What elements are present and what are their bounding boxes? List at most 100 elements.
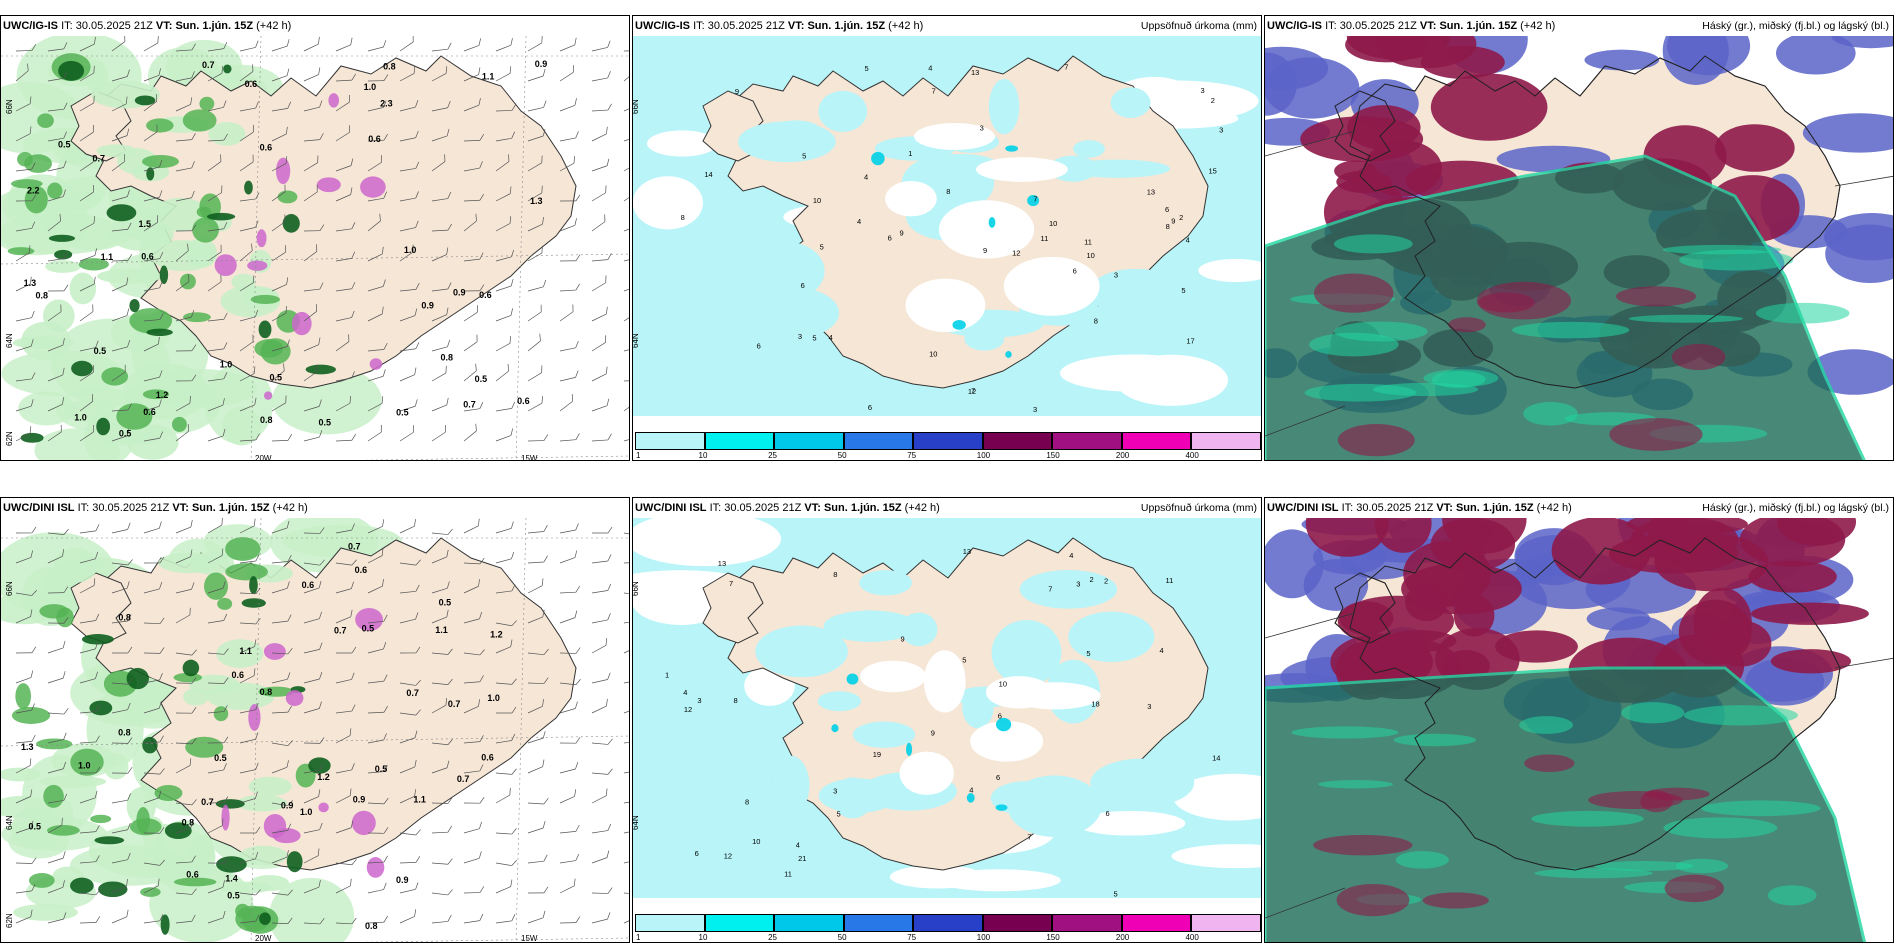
wind-barb	[271, 339, 290, 352]
high-cloud-area	[1337, 424, 1415, 457]
wind-barb-flag	[255, 101, 259, 109]
wind-barb	[431, 282, 452, 292]
wind-barb-flag	[127, 678, 133, 685]
wind-barb-staff	[367, 739, 384, 744]
precip-light-area	[222, 406, 262, 446]
wind-barb-flag	[255, 702, 259, 710]
precip-value-label: 0.6	[479, 290, 492, 300]
wind-barb	[143, 878, 160, 894]
lat-label-64: 64N	[5, 815, 14, 830]
wind-barb	[591, 398, 610, 412]
wind-barb	[399, 612, 419, 624]
wind-barb	[207, 66, 223, 82]
wind-barb	[207, 154, 222, 172]
wind-barb	[47, 761, 67, 774]
accum-value-label: 6	[998, 711, 1002, 720]
wind-barb-flag	[222, 880, 225, 888]
wind-barb-flag	[543, 434, 549, 441]
wind-barb	[367, 674, 388, 684]
wind-barb-flag	[351, 371, 355, 379]
wind-barb-flag	[607, 71, 611, 79]
wind-barb-staff	[431, 404, 447, 412]
wind-barb-staff	[399, 41, 414, 52]
wind-barb	[431, 339, 451, 352]
wind-barb	[463, 913, 484, 924]
wind-barb-flag	[189, 758, 192, 766]
wind-barb-staff	[175, 802, 192, 806]
wind-barb	[143, 336, 160, 352]
wind-barb-flag	[95, 916, 101, 923]
wind-barb	[271, 581, 290, 594]
glacier-area	[923, 650, 966, 713]
wind-barb-flag	[31, 857, 37, 864]
wind-barb	[47, 528, 69, 535]
precip-value-label: 2.3	[380, 98, 393, 108]
wind-barb	[463, 797, 485, 804]
wind-barb-staff	[47, 258, 64, 262]
wind-barb	[15, 276, 32, 292]
precip-heavy-area	[89, 700, 113, 716]
lead-time: (+42 h)	[904, 502, 940, 514]
low-cloud-edge-band	[1523, 401, 1578, 426]
wind-barb	[79, 671, 98, 684]
accum-value-label: 6	[695, 849, 699, 858]
wind-barb-flag	[478, 38, 481, 46]
wind-barb-staff	[431, 831, 448, 834]
wind-barb-staff	[367, 585, 383, 594]
precip-value-label: 1.1	[482, 71, 495, 81]
wind-barb-flag	[62, 671, 66, 679]
wind-barb-flag	[607, 768, 613, 775]
snow-area	[214, 254, 237, 277]
wind-barb-flag	[252, 64, 254, 72]
wind-barb	[207, 185, 223, 202]
wind-barb-flag	[479, 797, 485, 804]
wind-barb	[527, 68, 546, 82]
high-cloud-area	[1430, 518, 1516, 572]
wind-barb	[175, 737, 197, 745]
wind-barb-staff	[47, 886, 64, 894]
wind-barb-flag	[447, 889, 453, 896]
wind-barb-staff	[303, 796, 319, 804]
wind-barb	[399, 161, 420, 172]
wind-barb	[591, 788, 608, 804]
wind-barb-flag	[127, 559, 133, 566]
legend-tick-label: 10	[698, 451, 708, 460]
wind-barb	[47, 284, 69, 292]
wind-barb-staff	[111, 196, 128, 202]
wind-barb-flag	[319, 133, 324, 140]
accum-value-label: 6	[868, 403, 872, 412]
wind-barb-staff	[591, 133, 607, 142]
wind-barb-flag	[383, 614, 388, 622]
latitude-gridline	[360, 937, 629, 942]
wind-barb-flag	[255, 587, 261, 594]
wind-barb-flag	[447, 858, 453, 865]
wind-barb	[303, 672, 323, 684]
precip-value-label: 0.8	[118, 728, 131, 738]
lat-label-66: 66N	[632, 581, 640, 596]
wind-barb	[303, 430, 323, 442]
legend-color-swatch	[1191, 432, 1261, 450]
wind-barb-flag	[575, 523, 579, 531]
westfjords-landmass	[702, 572, 764, 644]
wind-barb-flag	[95, 889, 101, 896]
vt-label: VT:	[804, 502, 821, 514]
wind-barb-flag	[319, 224, 325, 231]
wind-barb-flag	[479, 886, 485, 893]
wind-barb-flag	[191, 649, 197, 656]
wind-barb-flag	[447, 678, 453, 685]
wind-barb-flag	[445, 365, 447, 374]
wind-barb-staff	[271, 75, 288, 82]
wind-barb	[111, 222, 132, 232]
accum-value-label: 4	[969, 786, 973, 795]
accum-value-label: 8	[681, 213, 685, 222]
wind-barb-staff	[431, 616, 447, 624]
wind-barb-staff	[559, 72, 574, 82]
wind-barb	[495, 879, 513, 894]
accum-precip-map: 4563478131096451112141821436789135461011…	[633, 518, 1261, 942]
wind-barb-staff	[495, 256, 512, 262]
wind-barb-staff	[15, 916, 31, 924]
wind-barb-staff	[431, 742, 448, 746]
wind-barb	[15, 310, 35, 322]
precip-light-area	[13, 903, 78, 921]
wind-barb	[591, 335, 607, 352]
